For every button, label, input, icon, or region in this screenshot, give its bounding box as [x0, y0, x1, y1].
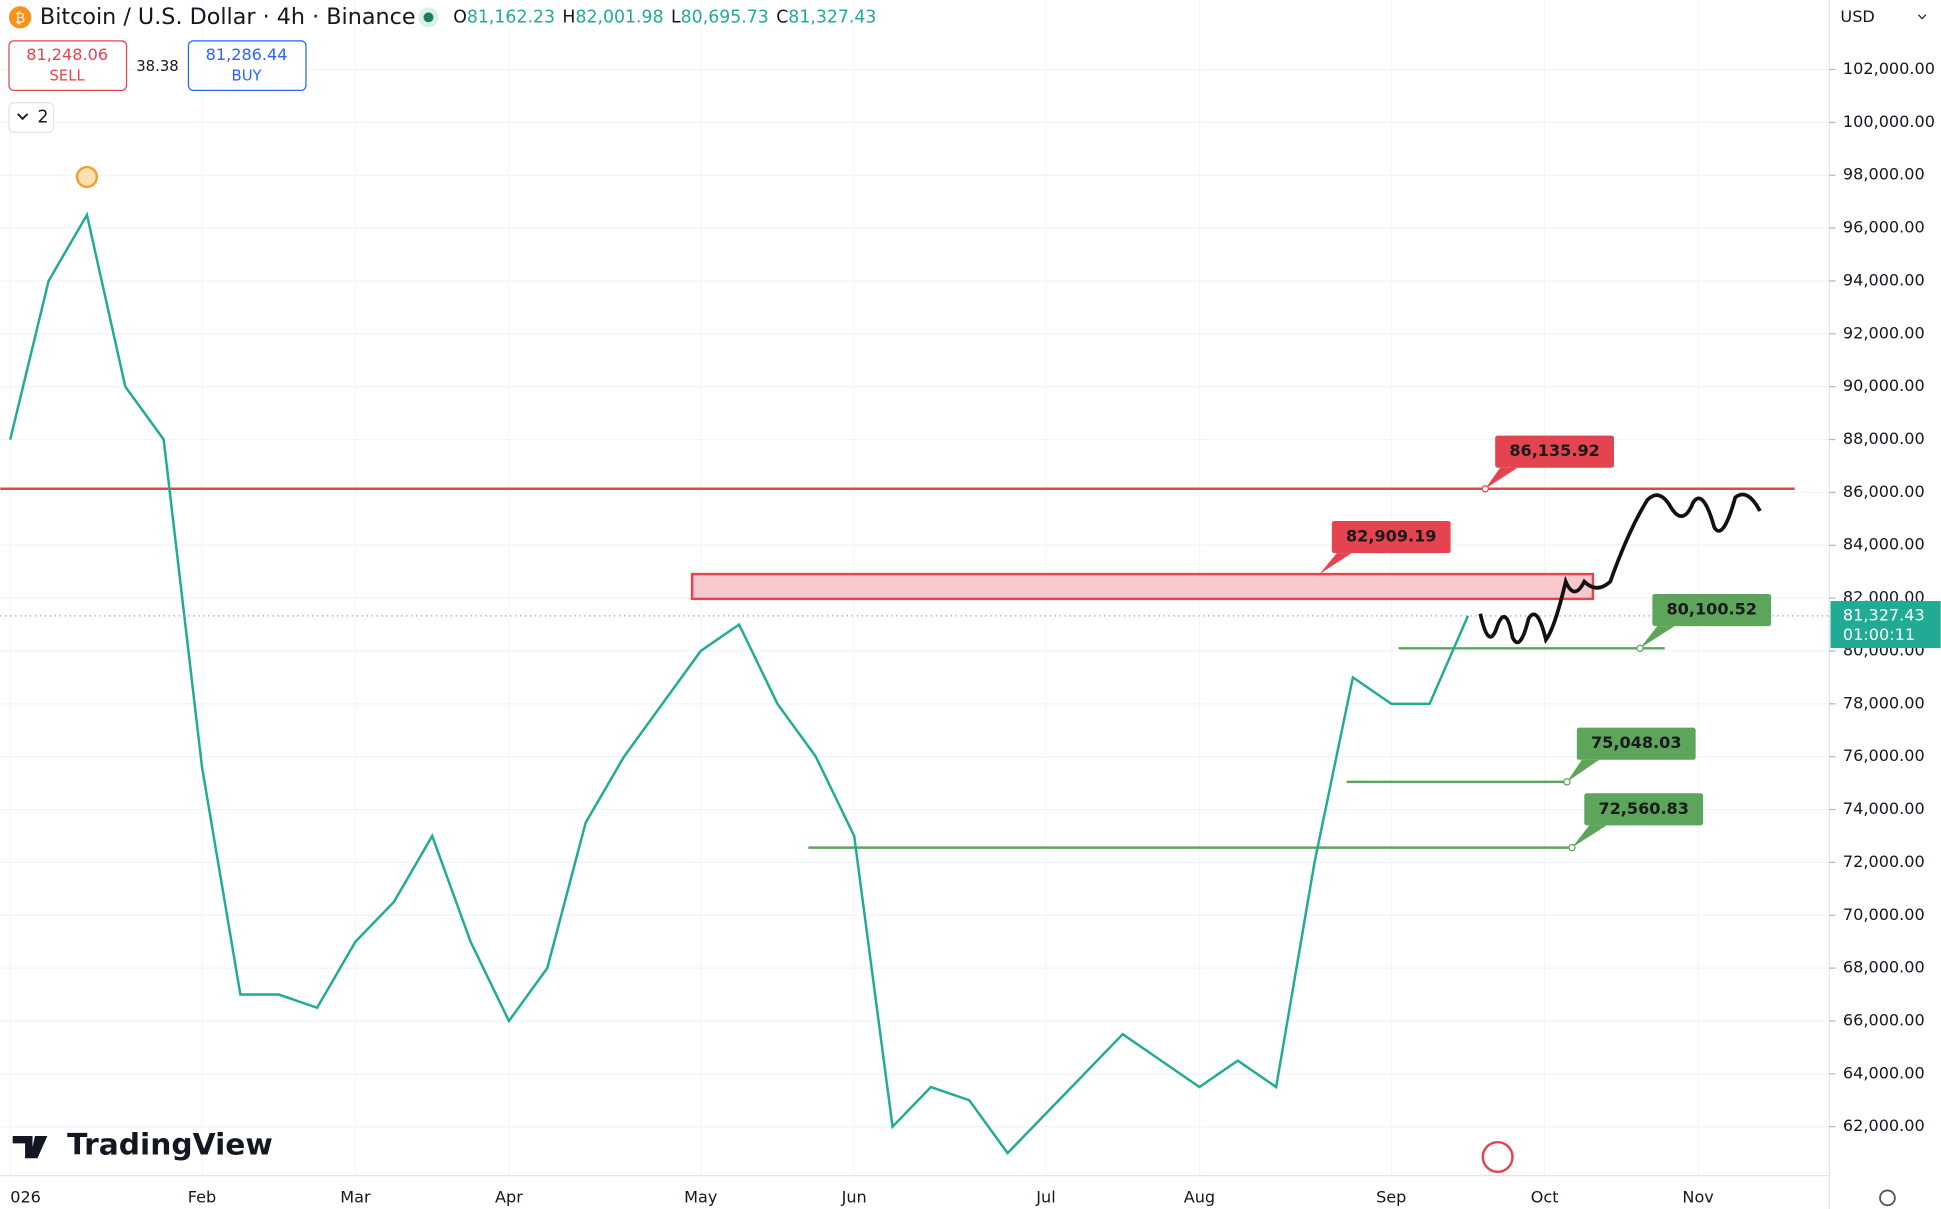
price-line — [9, 211, 1470, 1156]
resistance-zone — [690, 572, 1595, 601]
ohlc-key: L — [671, 7, 681, 27]
level-pointer — [1485, 467, 1518, 489]
y-tick-label: 98,000.00 — [1843, 165, 1925, 184]
buy-button[interactable] — [187, 40, 307, 91]
level-label: 75,048.03 — [1591, 733, 1682, 752]
level-pointer — [1571, 825, 1607, 848]
level-pointer — [1566, 759, 1600, 782]
y-tick-label: 78,000.00 — [1843, 693, 1925, 712]
y-tick-label: 62,000.00 — [1843, 1116, 1925, 1135]
level-pointer — [1639, 626, 1675, 649]
y-tick-label: 64,000.00 — [1843, 1063, 1925, 1082]
chevron — [16, 113, 29, 121]
level-handle — [1481, 485, 1489, 493]
level-label-box[interactable] — [1576, 727, 1696, 760]
level-label: 80,100.52 — [1666, 600, 1757, 619]
x-tick-label: Jun — [841, 1187, 867, 1206]
y-tick-label: 72,000.00 — [1843, 852, 1925, 871]
spread: 38.38 — [136, 58, 178, 75]
x-tick-label: May — [684, 1187, 718, 1206]
ohlc-value: 82,001.98 — [575, 7, 663, 27]
ohlc-value: 81,327.43 — [788, 7, 876, 27]
currency-chevron — [1917, 14, 1927, 20]
logo-mark — [12, 1135, 48, 1159]
indicators-toggle[interactable] — [8, 102, 55, 134]
level-handle — [1636, 644, 1644, 653]
y-tick-label: 92,000.00 — [1843, 323, 1925, 342]
buy-price: 81,286.44 — [206, 45, 288, 64]
ohlc-value: 80,695.73 — [681, 7, 769, 27]
level-label-box[interactable] — [1331, 520, 1451, 554]
ohlc-key: O — [453, 7, 467, 27]
ohlc: O81,162.23 H82,001.98 L80,695.73 C81,327.43 — [453, 7, 876, 27]
x-tick-label: Mar — [340, 1187, 371, 1206]
projection-drawing — [1478, 492, 1762, 645]
level-label-box[interactable] — [1495, 435, 1614, 468]
indicators-count: 2 — [37, 108, 48, 128]
symbol-icon-glyph: ₿ — [15, 11, 25, 27]
countdown: 01:00:11 — [1843, 625, 1915, 644]
high-marker — [75, 165, 99, 189]
y-tick-label: 84,000.00 — [1843, 535, 1925, 554]
level-label-box[interactable] — [1584, 793, 1704, 826]
last-price-tag — [1830, 601, 1941, 649]
watermark: TradingView — [67, 1127, 273, 1162]
last-price-label: 81,327.43 — [1843, 605, 1925, 624]
level-label: 82,909.19 — [1346, 527, 1437, 546]
y-tick-label: 94,000.00 — [1843, 270, 1925, 289]
y-tick-label: 102,000.00 — [1843, 59, 1935, 78]
buy-label: BUY — [232, 68, 263, 85]
level-handle — [1563, 778, 1571, 786]
sell-price: 81,248.06 — [26, 45, 108, 64]
currency[interactable]: USD — [1840, 7, 1874, 26]
symbol-icon — [8, 6, 32, 29]
y-tick-label: 100,000.00 — [1843, 112, 1935, 131]
settings-icon[interactable] — [1879, 1189, 1896, 1207]
ohlc-key: C — [776, 7, 788, 27]
y-tick-label: 90,000.00 — [1843, 376, 1925, 395]
x-tick-label: Feb — [188, 1187, 216, 1206]
symbol-title[interactable]: Bitcoin / U.S. Dollar · 4h · Binance — [40, 4, 416, 30]
logo — [12, 1135, 48, 1159]
level-label: 86,135.92 — [1509, 441, 1600, 460]
y-tick-label: 88,000.00 — [1843, 429, 1925, 448]
y-tick-label: 86,000.00 — [1843, 482, 1925, 501]
ohlc-value: 81,162.23 — [467, 7, 555, 27]
x-tick-label: Nov — [1682, 1187, 1714, 1206]
y-tick-label: 70,000.00 — [1843, 905, 1925, 924]
level-label: 72,560.83 — [1598, 799, 1689, 818]
x-tick-label: 026 — [10, 1187, 41, 1206]
y-tick-label: 66,000.00 — [1843, 1010, 1925, 1029]
y-tick-label: 76,000.00 — [1843, 746, 1925, 765]
event-icon[interactable] — [1481, 1140, 1514, 1174]
y-tick-label: 68,000.00 — [1843, 958, 1925, 977]
sell-button[interactable] — [8, 40, 128, 91]
y-tick-label: 96,000.00 — [1843, 218, 1925, 237]
x-tick-label: Sep — [1376, 1187, 1406, 1206]
sell-label: SELL — [49, 68, 85, 85]
x-tick-label: Oct — [1531, 1187, 1559, 1206]
ohlc-key: H — [562, 7, 575, 27]
y-tick-label: 74,000.00 — [1843, 799, 1925, 818]
x-tick-label: Apr — [495, 1187, 523, 1206]
x-tick-label: Jul — [1035, 1187, 1055, 1206]
level-label-box[interactable] — [1652, 593, 1772, 627]
level-handle — [1568, 843, 1576, 852]
x-tick-label: Aug — [1184, 1187, 1215, 1206]
market-status-dot — [423, 12, 434, 23]
